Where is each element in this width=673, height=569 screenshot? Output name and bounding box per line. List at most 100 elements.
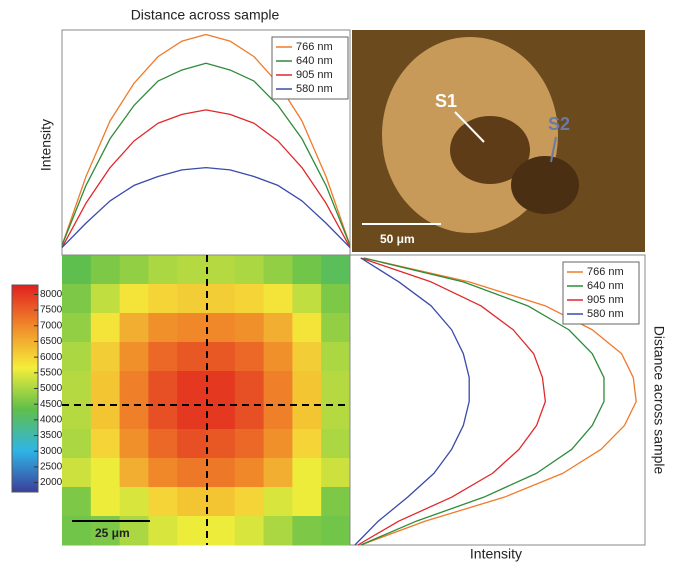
heat-cell xyxy=(120,313,149,343)
heat-cell xyxy=(206,516,235,546)
heat-cell xyxy=(177,284,206,314)
colorbar-tick-label: 2000 xyxy=(40,477,63,488)
heat-cell xyxy=(177,400,206,430)
heat-cell xyxy=(321,284,350,314)
heat-cell xyxy=(264,342,293,372)
colorbar-tick-label: 7500 xyxy=(40,305,63,316)
heat-cell xyxy=(91,284,120,314)
heat-cell xyxy=(235,284,264,314)
heat-cell xyxy=(206,255,235,285)
colorbar-tick-label: 4000 xyxy=(40,415,63,426)
figure: Distance across sample Intensity Distanc… xyxy=(0,0,673,564)
heat-cell xyxy=(321,516,350,546)
heat-cell xyxy=(206,429,235,459)
heat-cell xyxy=(264,458,293,488)
legend-label: 640 nm xyxy=(296,55,333,67)
heat-cell xyxy=(120,255,149,285)
heat-cell xyxy=(292,284,321,314)
heat-cell xyxy=(235,313,264,343)
heat-cell xyxy=(321,342,350,372)
legend-label: 580 nm xyxy=(296,83,333,95)
heat-scale-label: 25 μm xyxy=(95,526,130,540)
heat-cell xyxy=(321,487,350,517)
heat-cell xyxy=(206,313,235,343)
heat-cell xyxy=(321,371,350,401)
heat-cell xyxy=(235,342,264,372)
heat-cell xyxy=(321,458,350,488)
series-line xyxy=(358,258,546,545)
colorbar-tick-label: 6000 xyxy=(40,352,63,363)
heat-cell xyxy=(120,487,149,517)
heat-cell xyxy=(62,487,91,517)
heat-cell xyxy=(292,255,321,285)
heat-cell xyxy=(292,371,321,401)
heat-cell xyxy=(235,487,264,517)
heat-cell xyxy=(177,516,206,546)
right-xlabel: Intensity xyxy=(470,546,522,562)
heat-cell xyxy=(206,284,235,314)
micrograph: S1 S2 50 μm xyxy=(352,30,645,252)
heat-cell xyxy=(148,284,177,314)
heat-cell xyxy=(148,371,177,401)
heat-cell xyxy=(206,342,235,372)
scale-bar-label: 50 μm xyxy=(380,232,415,246)
colorbar-tick-label: 2500 xyxy=(40,462,63,473)
heat-cell xyxy=(235,458,264,488)
heat-cell xyxy=(264,255,293,285)
legend-label: 766 nm xyxy=(587,266,624,278)
heat-cell xyxy=(91,313,120,343)
colorbar-tick-label: 5000 xyxy=(40,383,63,394)
heat-cell xyxy=(120,429,149,459)
region-s2 xyxy=(511,156,579,214)
heat-cell xyxy=(206,371,235,401)
colorbar-tick-label: 3000 xyxy=(40,446,63,457)
heat-cell xyxy=(264,429,293,459)
colorbar-tick-label: 7000 xyxy=(40,320,63,331)
heat-cell xyxy=(91,255,120,285)
heat-cell xyxy=(120,371,149,401)
heat-cell xyxy=(264,313,293,343)
heat-cell xyxy=(235,255,264,285)
heat-cell xyxy=(264,487,293,517)
heat-cell xyxy=(120,342,149,372)
heat-cell xyxy=(91,458,120,488)
legend-label: 766 nm xyxy=(296,41,333,53)
heat-cell xyxy=(292,458,321,488)
heat-cell xyxy=(292,516,321,546)
colorbar-tick-label: 6500 xyxy=(40,336,63,347)
heat-cell xyxy=(62,284,91,314)
heat-cell xyxy=(91,487,120,517)
heat-cell xyxy=(292,429,321,459)
legend-label: 580 nm xyxy=(587,308,624,320)
top-title: Distance across sample xyxy=(131,7,280,23)
colorbar-tick-label: 3500 xyxy=(40,430,63,441)
heat-cell xyxy=(148,429,177,459)
heat-cell xyxy=(206,458,235,488)
heat-cell xyxy=(177,313,206,343)
heat-cell xyxy=(62,371,91,401)
heat-cell xyxy=(148,255,177,285)
heat-cell xyxy=(235,516,264,546)
heat-cell xyxy=(177,458,206,488)
colorbar-tick-label: 4500 xyxy=(40,399,63,410)
heat-cell xyxy=(177,487,206,517)
heat-cell xyxy=(62,342,91,372)
legend-label: 640 nm xyxy=(587,280,624,292)
heat-cell xyxy=(62,458,91,488)
heat-cell xyxy=(264,284,293,314)
legend-label: 905 nm xyxy=(587,294,624,306)
label-s1: S1 xyxy=(435,91,457,111)
heat-cell xyxy=(91,342,120,372)
heat-cell xyxy=(177,255,206,285)
heat-cell xyxy=(177,342,206,372)
top-ylabel: Intensity xyxy=(38,119,54,171)
label-s2: S2 xyxy=(548,114,570,134)
heat-cell xyxy=(235,429,264,459)
heat-cell xyxy=(321,429,350,459)
heat-cell xyxy=(321,400,350,430)
heat-cell xyxy=(177,429,206,459)
heat-cell xyxy=(91,371,120,401)
heat-cell xyxy=(62,313,91,343)
heat-cell xyxy=(148,458,177,488)
heat-cell xyxy=(120,458,149,488)
